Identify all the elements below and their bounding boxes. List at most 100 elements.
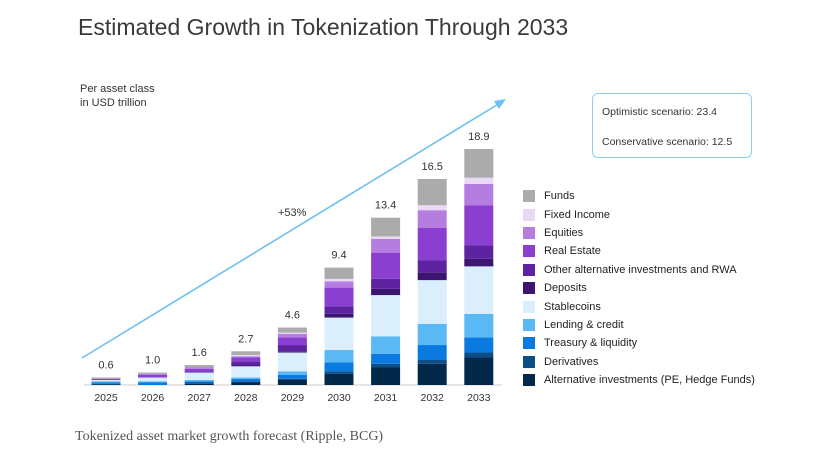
- bar-segment: [371, 252, 401, 279]
- legend-label: Real Estate: [544, 245, 601, 258]
- bar-total-label: 4.6: [285, 310, 300, 322]
- bar-segment: [184, 372, 214, 381]
- bar-segment: [277, 380, 307, 385]
- x-tick-label: 2025: [94, 392, 118, 404]
- bar-segment: [138, 375, 168, 378]
- bar-segment: [417, 227, 447, 261]
- bar-segment: [277, 371, 307, 376]
- bar-segment: [324, 350, 354, 363]
- bar-total-label: 13.4: [375, 200, 396, 212]
- bar-segment: [324, 267, 354, 279]
- x-tick-label: 2030: [327, 392, 351, 404]
- figure-caption: Tokenized asset market growth forecast (…: [75, 429, 384, 444]
- bar-segment: [277, 375, 307, 379]
- bar-segment: [138, 381, 168, 383]
- bar-total-label: 18.9: [468, 131, 489, 143]
- bar-segment: [417, 323, 447, 346]
- bar-segment: [371, 353, 401, 364]
- bar-segment: [231, 365, 261, 367]
- bar-segment: [324, 287, 354, 307]
- y-axis-label-line: Per asset class: [80, 83, 155, 95]
- bar-segment: [324, 278, 354, 282]
- bar-total-label: 0.6: [98, 360, 113, 372]
- x-tick-label: 2029: [281, 392, 305, 404]
- growth-arrow-line: [81, 102, 501, 359]
- bar-segment: [464, 352, 494, 358]
- legend-label: Derivatives: [544, 355, 599, 368]
- bar-segment: [231, 377, 261, 379]
- bar-segment: [417, 210, 447, 228]
- y-axis-label-line: in USD trillion: [80, 97, 147, 109]
- legend-label: Deposits: [544, 282, 587, 295]
- bar-segment: [324, 362, 354, 372]
- bar-segment: [277, 332, 307, 334]
- bar-segment: [277, 351, 307, 353]
- legend-item: Lending & credit: [523, 316, 755, 334]
- chart-title: Estimated Growth in Tokenization Through…: [78, 14, 569, 40]
- bar-total-label: 2.7: [238, 333, 253, 345]
- bar-segment: [417, 360, 447, 364]
- bar-segment: [324, 371, 354, 374]
- bar-segment: [417, 260, 447, 273]
- legend: Funds Fixed Income Equities Real Estate Othe…: [523, 187, 755, 389]
- x-tick-label: 2031: [374, 392, 398, 404]
- bar-segment: [464, 183, 494, 206]
- legend-label: Fixed Income: [544, 208, 611, 221]
- bar-total-label: 1.0: [145, 355, 160, 367]
- bar-segment: [324, 317, 354, 351]
- bar-segment: [371, 278, 401, 289]
- x-tick-label: 2032: [421, 392, 445, 404]
- legend-item: Other alternative investments and RWA: [523, 261, 755, 279]
- bar-segment: [231, 382, 261, 385]
- legend-label: Alternative investments (PE, Hedge Funds…: [544, 374, 755, 387]
- bar-segment: [417, 178, 447, 206]
- bar-segment: [184, 367, 214, 369]
- bar-segment: [324, 373, 354, 385]
- bar-segment: [464, 205, 494, 246]
- bar-segment: [184, 380, 214, 382]
- x-tick-label: 2028: [234, 392, 258, 404]
- legend-label: Equities: [544, 226, 584, 239]
- legend-swatch: [523, 245, 535, 258]
- bar-total-label: 9.4: [331, 250, 346, 262]
- legend-swatch: [523, 355, 535, 368]
- legend-label: Stablecoins: [544, 300, 601, 313]
- y-axis-label: Per asset class in USD trillion: [80, 82, 155, 110]
- bar-segment: [371, 236, 401, 239]
- bar-segment: [277, 378, 307, 381]
- x-tick-label: 2027: [188, 392, 212, 404]
- bar-segment: [138, 382, 168, 385]
- legend-swatch: [523, 208, 535, 221]
- legend-swatch: [523, 337, 535, 350]
- bar-segment: [91, 380, 121, 382]
- bar-segment: [231, 357, 261, 362]
- bar-segment: [91, 382, 121, 384]
- legend-item: Real Estate: [523, 242, 755, 260]
- legend-item: Deposits: [523, 279, 755, 297]
- growth-arrow-head: [494, 99, 506, 109]
- bar-segment: [417, 205, 447, 211]
- bar-segment: [324, 306, 354, 314]
- bar-segment: [184, 365, 214, 368]
- bar-segment: [138, 372, 168, 374]
- bar-segment: [91, 381, 121, 383]
- legend-label: Treasury & liquidity: [544, 337, 638, 350]
- legend-label: Lending & credit: [544, 318, 624, 331]
- bar-segment: [464, 258, 494, 267]
- bar-segment: [464, 149, 494, 178]
- legend-item: Funds: [523, 187, 755, 205]
- bar-segment: [231, 355, 261, 357]
- bar-segment: [464, 177, 494, 184]
- bar-segment: [277, 333, 307, 338]
- legend-item: Equities: [523, 224, 755, 242]
- bar-segment: [277, 345, 307, 352]
- bar-segment: [138, 377, 168, 382]
- bar-segment: [231, 378, 261, 382]
- legend-item: Fixed Income: [523, 205, 755, 223]
- conservative-scenario: Conservative scenario: 12.5: [602, 136, 733, 148]
- bar-segment: [464, 245, 494, 259]
- bar-segment: [464, 266, 494, 314]
- bar-segment: [371, 367, 401, 385]
- bar-segment: [231, 351, 261, 356]
